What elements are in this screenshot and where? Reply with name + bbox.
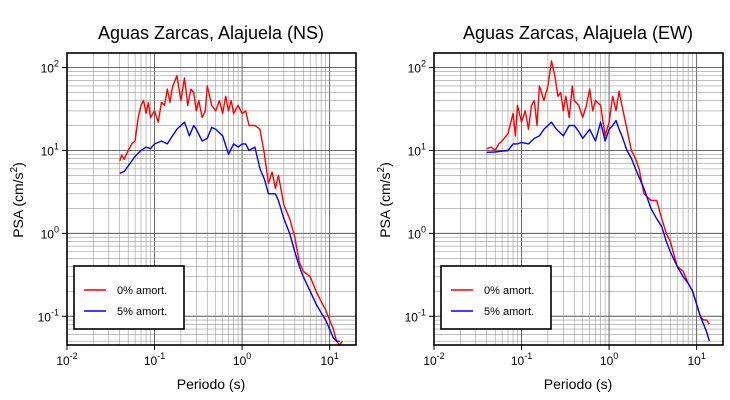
- x-tick-label: 10-2: [56, 351, 77, 368]
- y-tick-label: 101: [408, 141, 426, 158]
- y-tick-label: 102: [408, 59, 426, 76]
- y-tick-label: 10-1: [38, 307, 59, 324]
- series-lines: [119, 74, 343, 346]
- y-tick-label: 102: [41, 59, 59, 76]
- legend-box: [73, 265, 185, 330]
- x-axis-label: Periodo (s): [544, 376, 612, 392]
- chart-panel-ns: Aguas Zarcas, Alajuela (NS) 10-2 10-1 100 1…: [9, 23, 357, 392]
- x-tick-label-exp: -2: [70, 351, 78, 361]
- legend: 0% amort. 5% amort.: [440, 265, 552, 330]
- y-tick-label-base: 10: [405, 310, 419, 324]
- series-lines: [486, 60, 711, 342]
- x-tick-label-exp: -2: [437, 351, 445, 361]
- x-tick-label: 10-2: [423, 351, 444, 368]
- series-line-red: [119, 74, 343, 346]
- y-tick-label-base: 10: [41, 62, 55, 76]
- y-tick-label: 100: [41, 224, 59, 241]
- series-line-blue: [119, 121, 340, 342]
- y-tick-label-base: 10: [41, 144, 55, 158]
- x-tick-label-base: 10: [423, 354, 437, 368]
- x-tick-label: 101: [687, 351, 705, 368]
- x-tick-label-base: 10: [511, 354, 525, 368]
- y-tick-label-exp: 2: [421, 59, 426, 69]
- x-tick-label-base: 10: [144, 354, 158, 368]
- y-tick-label-exp: 2: [54, 59, 59, 69]
- y-tick-label: 101: [41, 141, 59, 158]
- x-tick-label: 101: [320, 351, 338, 368]
- x-tick-label-base: 10: [320, 354, 334, 368]
- y-axis-label-tail: ): [10, 162, 26, 167]
- plot-frame: [66, 52, 357, 346]
- y-tick-label-base: 10: [408, 227, 422, 241]
- x-tick-label: 10-1: [144, 351, 165, 368]
- plot-frame: [433, 52, 724, 346]
- legend-box: [440, 265, 552, 330]
- y-tick-label-exp: 0: [421, 224, 426, 234]
- y-axis-label-tail: ): [377, 162, 393, 167]
- x-tick-label-exp: 1: [701, 351, 706, 361]
- x-tick-label: 100: [233, 351, 251, 368]
- y-tick-label: 10-1: [405, 307, 426, 324]
- y-tick-label-base: 10: [408, 62, 422, 76]
- y-tick-label-base: 10: [38, 310, 52, 324]
- series-line-red: [486, 60, 710, 325]
- x-tick-label-base: 10: [233, 354, 247, 368]
- y-tick-label-base: 10: [408, 144, 422, 158]
- legend-label-1: 5% amort.: [117, 306, 167, 318]
- chart-panel-ew: Aguas Zarcas, Alajuela (EW) 10-2 10-1 100 1…: [376, 23, 724, 392]
- legend-label-0: 0% amort.: [484, 285, 534, 297]
- y-tick-label-exp: 0: [54, 224, 59, 234]
- x-tick-label-exp: -1: [524, 351, 532, 361]
- y-axis-label-base: PSA (cm/s: [10, 172, 26, 237]
- x-tick-label-exp: -1: [157, 351, 165, 361]
- x-tick-label-exp: 1: [334, 351, 339, 361]
- y-tick-label-exp: 1: [54, 141, 59, 151]
- y-axis-label-base: PSA (cm/s: [377, 172, 393, 237]
- series-line-blue: [486, 119, 711, 342]
- y-tick-label-exp: -1: [51, 307, 59, 317]
- x-tick-label: 10-1: [511, 351, 532, 368]
- x-tick-label-base: 10: [687, 354, 701, 368]
- x-tick-label: 100: [600, 351, 618, 368]
- legend: 0% amort. 5% amort.: [73, 265, 185, 330]
- y-axis-label: PSA (cm/s2): [9, 162, 26, 238]
- y-axis-label-sup: 2: [376, 166, 387, 172]
- x-tick-label-exp: 0: [613, 351, 618, 361]
- chart-title: Aguas Zarcas, Alajuela (NS): [98, 23, 324, 43]
- x-tick-label-base: 10: [56, 354, 70, 368]
- x-tick-label-base: 10: [600, 354, 614, 368]
- y-axis-label-sup: 2: [9, 166, 20, 172]
- y-axis-label: PSA (cm/s2): [376, 162, 393, 238]
- y-tick-label: 100: [408, 224, 426, 241]
- x-axis-label: Periodo (s): [177, 376, 245, 392]
- chart-title: Aguas Zarcas, Alajuela (EW): [463, 23, 693, 43]
- legend-label-1: 5% amort.: [484, 306, 534, 318]
- x-tick-label-exp: 0: [246, 351, 251, 361]
- y-tick-label-exp: -1: [418, 307, 426, 317]
- legend-label-0: 0% amort.: [117, 285, 167, 297]
- y-tick-label-exp: 1: [421, 141, 426, 151]
- y-tick-label-base: 10: [41, 227, 55, 241]
